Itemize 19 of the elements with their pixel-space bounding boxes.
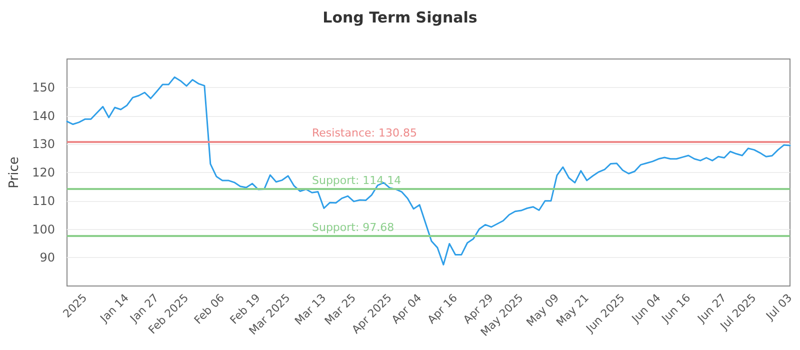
line-series [66, 76, 791, 266]
y-tick-label: 130 [32, 137, 55, 152]
ref-line-label: Support: 97.68 [312, 220, 394, 234]
x-tick-label: Apr 04 [389, 291, 424, 326]
y-tick-label: 140 [32, 108, 55, 123]
y-axis-title: Price [7, 156, 22, 188]
x-tick-label: Jul 03 [762, 291, 795, 324]
y-tick-label: 100 [32, 222, 55, 236]
ref-line-label: Support: 114.14 [312, 174, 402, 188]
x-tick-label: Jan 14 [97, 291, 132, 326]
chart-title: Long Term Signals [322, 8, 478, 26]
y-tick-label: 90 [40, 250, 55, 265]
y-tick-label: 150 [32, 80, 55, 94]
y-tick-label: 110 [32, 194, 55, 208]
y-tick-label: 120 [32, 166, 55, 180]
x-tick-label: Jun 16 [658, 291, 694, 326]
x-tick-label: Apr 16 [424, 291, 460, 326]
x-tick-label: Feb 06 [192, 291, 227, 327]
ref-line-label: Resistance: 130.85 [312, 126, 417, 140]
